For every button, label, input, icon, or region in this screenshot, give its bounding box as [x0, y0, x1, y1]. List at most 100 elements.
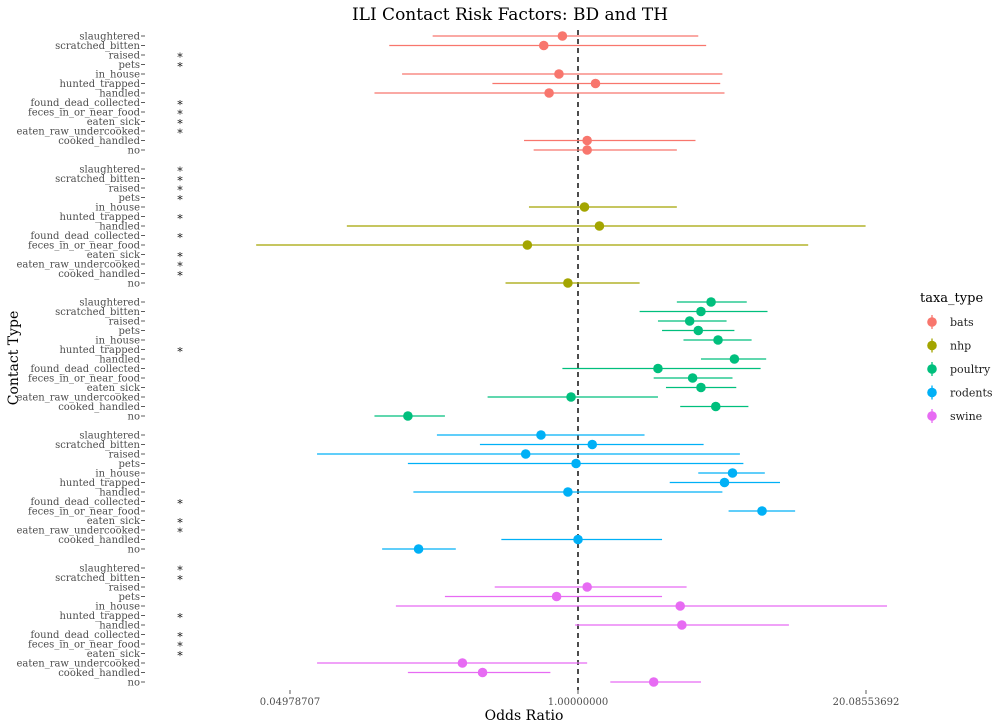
estimate-point-nhp	[579, 202, 590, 212]
legend-key-rodents	[927, 387, 937, 398]
y-tick-label: no	[128, 146, 140, 157]
legend-key-swine	[927, 411, 937, 421]
estimate-point-poultry	[696, 382, 706, 393]
estimate-point-rodents	[563, 487, 573, 497]
y-tick-label: found_dead_collected	[30, 98, 140, 109]
y-tick-label: found_dead_collected	[30, 364, 140, 375]
legend-key-nhp	[927, 340, 937, 351]
estimate-point-swine	[551, 591, 562, 602]
y-tick-label: in_house	[95, 602, 140, 613]
y-tick-label: no	[128, 279, 140, 290]
no-estimate-star: *	[177, 194, 183, 207]
estimate-point-nhp	[522, 240, 533, 250]
y-tick-label: pets	[119, 592, 140, 603]
estimate-point-poultry	[713, 335, 723, 345]
y-tick-label: found_dead_collected	[30, 630, 140, 641]
no-estimate-star: *	[177, 564, 183, 577]
y-tick-label: handled	[99, 89, 140, 100]
no-estimate-star: *	[177, 270, 183, 283]
y-tick-label: feces_in_or_near_food	[28, 374, 141, 385]
estimate-point-rodents	[573, 534, 583, 545]
chart-title: ILI Contact Risk Factors: BD and TH	[352, 5, 668, 25]
estimate-point-bats	[557, 31, 568, 41]
y-tick-label: eaten_raw_undercooked	[16, 393, 140, 404]
y-tick-label: in_house	[95, 336, 140, 347]
y-tick-label: pets	[119, 326, 140, 337]
no-estimate-star: *	[177, 51, 183, 64]
no-estimate-star: *	[177, 108, 183, 121]
group-rodents: slaughteredscratched_bittenraisedpetsin_…	[16, 430, 796, 556]
estimate-point-rodents	[571, 458, 581, 469]
y-tick-label: eaten_sick	[87, 117, 141, 128]
x-axis-ticks: 0.04978707 1.00000000 20.08553692	[260, 690, 899, 708]
estimate-point-poultry	[696, 306, 706, 317]
x-tick-label: 0.04978707	[260, 697, 320, 708]
y-tick-label: scratched_bitten	[55, 573, 140, 584]
y-tick-label: found_dead_collected	[30, 497, 140, 508]
y-tick-label: scratched_bitten	[55, 440, 140, 451]
y-tick-label: eaten_sick	[87, 649, 141, 660]
y-tick-label: pets	[119, 193, 140, 204]
estimate-point-poultry	[687, 373, 698, 383]
y-tick-label: eaten_sick	[87, 250, 141, 261]
y-tick-label: raised	[109, 184, 141, 195]
y-tick-label: cooked_handled	[58, 535, 140, 546]
estimate-point-rodents	[587, 439, 598, 450]
y-tick-label: slaughtered	[79, 165, 140, 176]
y-tick-label: feces_in_or_near_food	[28, 507, 141, 518]
legend-key-bats	[927, 317, 937, 327]
y-tick-label: slaughtered	[79, 564, 140, 575]
legend-label-bats: bats	[950, 316, 974, 329]
estimate-point-swine	[477, 667, 488, 678]
legend-label-rodents: rodents	[950, 387, 993, 400]
y-tick-label: eaten_raw_undercooked	[16, 260, 140, 271]
no-estimate-star: *	[177, 118, 183, 131]
estimate-point-rodents	[536, 430, 546, 440]
x-tick-label: 1.00000000	[548, 697, 608, 708]
y-tick-label: pets	[119, 459, 140, 470]
estimate-point-rodents	[757, 506, 767, 516]
y-tick-label: eaten_raw_undercooked	[16, 127, 140, 138]
no-estimate-star: *	[177, 631, 183, 644]
y-tick-label: no	[128, 412, 140, 423]
y-tick-label: feces_in_or_near_food	[28, 108, 141, 119]
estimate-point-poultry	[729, 354, 740, 364]
y-tick-label: hunted_trapped	[59, 478, 140, 489]
y-tick-label: raised	[109, 317, 141, 328]
y-tick-label: feces_in_or_near_food	[28, 241, 141, 252]
y-tick-label: in_house	[95, 203, 140, 214]
no-estimate-star: *	[177, 346, 183, 359]
estimate-point-bats	[582, 145, 592, 155]
estimate-point-nhp	[594, 221, 605, 231]
no-estimate-star: *	[177, 612, 183, 625]
y-tick-label: in_house	[95, 70, 140, 81]
no-estimate-star: *	[177, 260, 183, 273]
y-tick-label: hunted_trapped	[59, 345, 140, 356]
y-tick-label: raised	[109, 51, 141, 62]
estimate-point-rodents	[413, 544, 424, 554]
y-tick-label: no	[128, 678, 140, 689]
y-tick-label: found_dead_collected	[30, 231, 140, 242]
estimate-point-poultry	[693, 325, 704, 336]
estimate-point-poultry	[706, 297, 716, 307]
legend-title: taxa_type	[920, 291, 983, 306]
no-estimate-star: *	[177, 498, 183, 511]
group-nhp: slaughtered * scratched_bitten * raised * pets…	[16, 165, 866, 290]
y-tick-label: pets	[119, 60, 140, 71]
estimate-point-poultry	[566, 392, 576, 402]
y-tick-label: eaten_sick	[87, 516, 141, 527]
estimate-point-bats	[590, 78, 601, 89]
estimate-point-poultry	[653, 363, 663, 374]
no-estimate-star: *	[177, 251, 183, 264]
y-tick-label: feces_in_or_near_food	[28, 640, 141, 651]
legend-label-poultry: poultry	[950, 363, 991, 376]
y-tick-label: handled	[99, 488, 140, 499]
y-tick-label: eaten_sick	[87, 383, 141, 394]
group-swine: slaughtered * scratched_bitten * raisedpetsi…	[16, 564, 888, 689]
estimate-point-poultry	[710, 401, 721, 412]
y-tick-label: cooked_handled	[58, 402, 140, 413]
no-estimate-star: *	[177, 165, 183, 178]
y-tick-label: handled	[99, 222, 140, 233]
